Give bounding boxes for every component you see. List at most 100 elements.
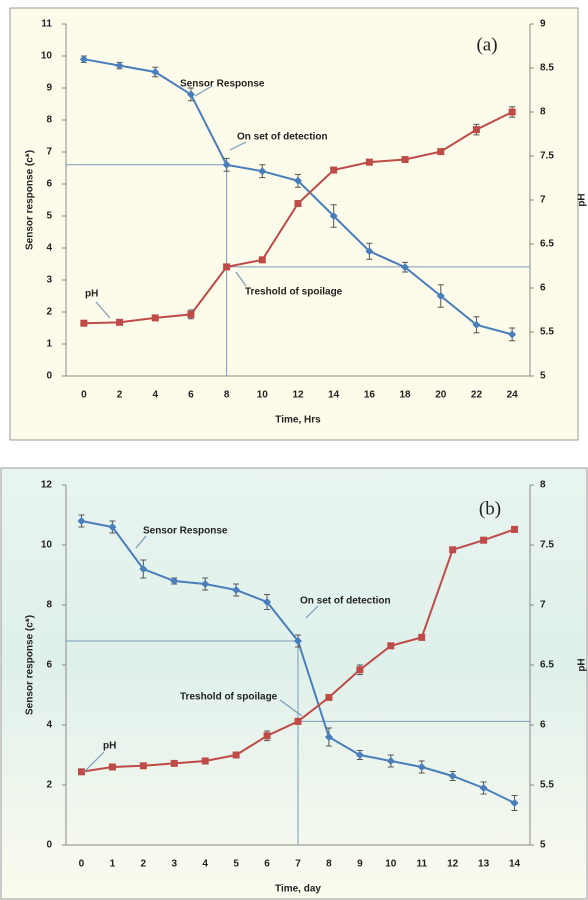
y-tick-label: 10	[41, 51, 53, 62]
x-tick-label: 6	[264, 859, 270, 870]
annotation-arrow	[135, 535, 147, 549]
marker	[223, 263, 231, 271]
marker	[151, 314, 159, 322]
marker	[330, 166, 338, 174]
marker	[448, 772, 457, 780]
y2-tick-label: 6	[540, 720, 546, 731]
marker	[324, 733, 333, 741]
marker	[387, 642, 395, 650]
x-tick-label: 10	[257, 390, 269, 401]
x-tick-label: 3	[171, 859, 177, 870]
marker	[472, 126, 480, 134]
marker	[386, 757, 395, 765]
marker	[294, 717, 302, 725]
x-tick-label: 13	[478, 859, 490, 870]
x-tick-label: 2	[141, 859, 147, 870]
annotation: On set of detection	[237, 132, 328, 143]
y2-tick-label: 9	[540, 19, 546, 30]
marker	[80, 319, 88, 327]
marker	[170, 577, 179, 585]
x-tick-label: 12	[447, 859, 459, 870]
y-tick-label: 8	[46, 115, 52, 126]
marker	[77, 768, 85, 776]
annotation: Sensor Response	[180, 79, 265, 90]
marker	[437, 148, 445, 156]
y-axis-label: Sensor response (c*)	[25, 150, 36, 250]
marker	[508, 330, 517, 339]
annotation-arrow	[83, 751, 105, 773]
marker	[329, 212, 338, 220]
marker	[401, 263, 410, 272]
marker	[417, 763, 426, 771]
panel-a-background	[9, 7, 579, 441]
y-tick-label: 4	[46, 243, 52, 254]
marker	[263, 598, 272, 606]
annotation: pH	[103, 741, 116, 752]
marker	[258, 167, 267, 176]
y2-tick-label: 5	[540, 371, 546, 382]
panel-b-background	[0, 467, 588, 900]
x-tick-label: 14	[328, 390, 340, 401]
y2-tick-label: 7.5	[540, 151, 554, 162]
y-tick-label: 6	[46, 660, 52, 671]
marker	[139, 565, 148, 573]
marker	[511, 525, 519, 533]
y2-tick-label: 7	[540, 600, 546, 611]
marker	[222, 160, 231, 169]
marker	[436, 292, 445, 300]
marker	[418, 633, 426, 641]
x-tick-label: 2	[117, 390, 123, 401]
y2-tick-label: 6.5	[540, 660, 554, 671]
marker	[201, 757, 209, 765]
x-tick-label: 11	[416, 859, 427, 870]
marker	[201, 580, 210, 588]
marker	[263, 732, 271, 740]
annotation: Sensor Response	[143, 526, 228, 537]
marker	[139, 762, 147, 770]
y2-tick-label: 7.5	[540, 540, 554, 551]
marker	[232, 586, 241, 594]
y-axis-label: Sensor response (c*)	[25, 615, 36, 715]
marker	[108, 763, 116, 771]
marker	[355, 751, 364, 759]
marker	[365, 158, 373, 166]
marker	[232, 751, 240, 759]
x-axis-label: Time, day	[275, 884, 321, 895]
panel-label: (b)	[479, 498, 501, 519]
x-tick-label: 8	[326, 859, 332, 870]
y2-tick-label: 8.5	[540, 63, 554, 74]
marker	[325, 693, 333, 701]
marker	[356, 666, 364, 674]
x-tick-label: 0	[81, 390, 87, 401]
marker	[401, 156, 409, 164]
marker	[510, 799, 519, 807]
x-axis-label: Time, Hrs	[275, 415, 321, 426]
y2-tick-label: 8	[540, 107, 546, 118]
y2-axis-label: pH	[577, 193, 588, 206]
marker	[472, 320, 481, 329]
y-tick-label: 2	[46, 780, 52, 791]
marker	[115, 61, 124, 70]
x-tick-label: 1	[110, 859, 116, 870]
x-tick-label: 14	[509, 859, 521, 870]
marker	[77, 517, 86, 525]
x-tick-label: 18	[400, 390, 412, 401]
panel-label: (a)	[476, 34, 497, 55]
marker	[116, 318, 124, 326]
y-tick-label: 11	[41, 19, 52, 30]
x-tick-label: 5	[233, 859, 239, 870]
x-tick-label: 12	[292, 390, 304, 401]
y2-tick-label: 6.5	[540, 239, 554, 250]
y-tick-label: 5	[46, 211, 52, 222]
x-tick-label: 8	[224, 390, 230, 401]
y-tick-label: 2	[46, 307, 52, 318]
marker	[294, 176, 302, 185]
y2-tick-label: 5.5	[540, 327, 554, 338]
x-tick-label: 20	[435, 390, 447, 401]
y-tick-label: 10	[41, 540, 53, 551]
y-tick-label: 7	[46, 147, 52, 158]
x-tick-label: 24	[507, 390, 519, 401]
marker	[508, 108, 516, 116]
